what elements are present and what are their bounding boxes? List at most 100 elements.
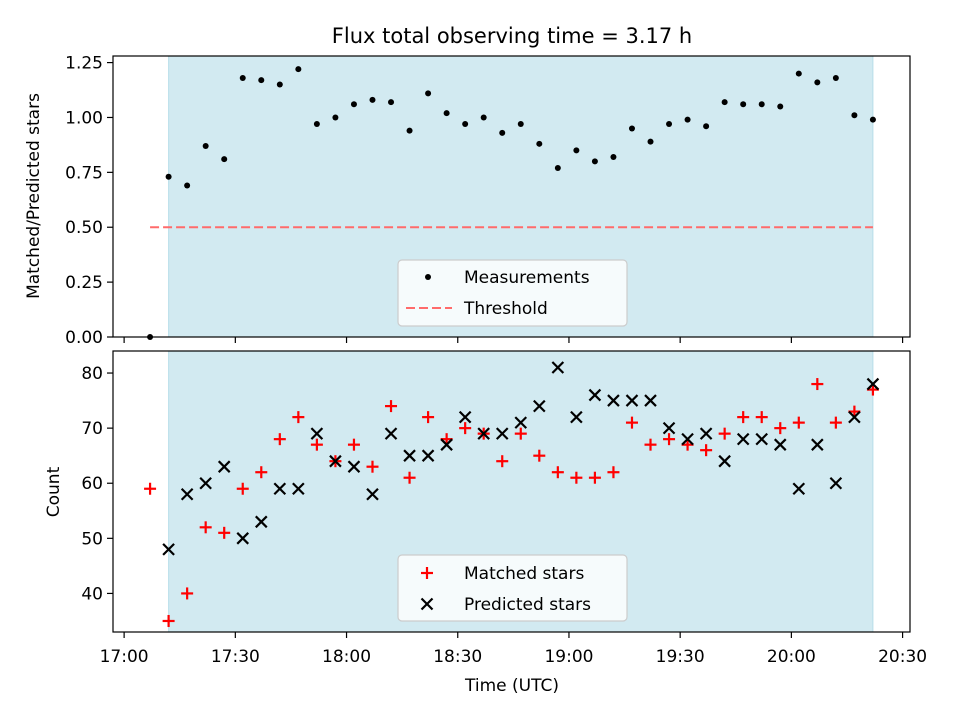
predicted-star-point bbox=[718, 454, 731, 468]
matched-star-point bbox=[459, 422, 472, 435]
x-tick-label: 17:00 bbox=[100, 647, 149, 667]
y-tick-label: 70 bbox=[81, 419, 103, 439]
legend-label: Measurements bbox=[464, 268, 590, 288]
matched-star-point bbox=[829, 416, 842, 429]
matched-star-point bbox=[792, 416, 805, 429]
predicted-star-point bbox=[533, 399, 546, 413]
matched-star-point bbox=[700, 444, 713, 457]
matched-star-point bbox=[588, 471, 601, 484]
y-tick-label: 60 bbox=[81, 474, 103, 494]
matched-star-point bbox=[218, 526, 231, 539]
matched-star-point bbox=[403, 471, 416, 484]
x-tick-label: 17:30 bbox=[211, 647, 260, 667]
predicted-star-point bbox=[699, 427, 713, 440]
x-tick-label: 18:00 bbox=[322, 647, 371, 667]
measurement-point bbox=[425, 90, 432, 97]
y-tick-label: 1.25 bbox=[65, 54, 103, 74]
y-tick-label: 40 bbox=[81, 584, 103, 604]
predicted-star-point bbox=[384, 427, 398, 440]
axes-frame bbox=[112, 55, 911, 338]
y-tick-label: 1.00 bbox=[65, 108, 103, 128]
measurement-point bbox=[295, 66, 302, 73]
predicted-star-point bbox=[217, 460, 231, 473]
matched-star-point bbox=[755, 411, 768, 424]
matched-star-point bbox=[625, 416, 638, 429]
predicted-star-point bbox=[848, 410, 861, 424]
measurement-point bbox=[313, 121, 320, 128]
matched-star-point bbox=[533, 449, 546, 462]
bottom-panel: 40 50 60 70 80 17:00 17:30 18:00 18:30 19:00 19:30… bbox=[44, 350, 927, 696]
measurement-point bbox=[740, 101, 747, 108]
predicted-star-point bbox=[273, 482, 287, 496]
matched-star-point bbox=[292, 411, 305, 424]
measurement-point bbox=[647, 138, 654, 145]
measurement-point bbox=[610, 153, 617, 160]
predicted-star-point bbox=[421, 449, 435, 462]
measurement-point bbox=[684, 116, 691, 123]
matched-star-point bbox=[644, 438, 657, 451]
measurement-point bbox=[851, 112, 858, 119]
legend-label: Matched stars bbox=[464, 564, 584, 584]
measurement-point bbox=[480, 114, 487, 121]
predicted-star-point bbox=[570, 410, 583, 424]
measurement-point bbox=[517, 121, 524, 128]
y-tick-label: 50 bbox=[81, 529, 103, 549]
predicted-star-point bbox=[792, 482, 806, 496]
matched-star-point bbox=[570, 471, 583, 484]
matched-star-point bbox=[496, 455, 509, 468]
predicted-star-point bbox=[588, 388, 602, 402]
measurement-point bbox=[350, 101, 357, 108]
predicted-star-point bbox=[162, 543, 175, 556]
legend-label: Predicted stars bbox=[464, 595, 591, 615]
measurement-point bbox=[332, 114, 339, 121]
measurement-point bbox=[499, 129, 506, 136]
y-tick-label: 0.00 bbox=[65, 328, 103, 348]
y-tick-label: 0.25 bbox=[65, 273, 103, 293]
predicted-star-point bbox=[236, 532, 250, 545]
predicted-star-point bbox=[180, 487, 194, 501]
measurement-point bbox=[536, 140, 543, 147]
measurement-point bbox=[443, 110, 450, 117]
x-axis-label: Time (UTC) bbox=[464, 676, 559, 696]
top-legend: Measurements Threshold bbox=[397, 259, 628, 327]
measurement-point bbox=[388, 99, 395, 106]
predicted-star-point bbox=[329, 454, 342, 468]
measurement-point bbox=[721, 99, 728, 106]
predicted-star-point bbox=[310, 427, 324, 440]
measurement-point bbox=[406, 127, 413, 134]
matched-star-point bbox=[310, 438, 323, 451]
legend-plus-marker bbox=[421, 567, 433, 579]
measurement-point bbox=[777, 103, 784, 110]
measurement-point bbox=[369, 96, 376, 103]
legend-label: Threshold bbox=[463, 299, 548, 319]
predicted-star-point bbox=[292, 482, 305, 496]
predicted-star-point bbox=[440, 438, 453, 451]
predicted-star-point bbox=[866, 377, 880, 391]
legend-dot-marker bbox=[425, 274, 431, 280]
predicted-star-point bbox=[681, 432, 694, 446]
predicted-star-point bbox=[644, 394, 657, 407]
legend-frame bbox=[397, 554, 628, 622]
top-panel: Flux total observing time = 3.17 h 0.00 0… bbox=[24, 24, 911, 348]
matched-star-point bbox=[199, 521, 212, 534]
measurement-point bbox=[221, 156, 228, 163]
measurement-point bbox=[832, 74, 839, 81]
x-tick-label: 19:00 bbox=[544, 647, 593, 667]
matched-star-point bbox=[774, 422, 787, 435]
measurement-point bbox=[184, 182, 191, 189]
x-tick-label: 20:30 bbox=[878, 647, 927, 667]
predicted-star-point bbox=[403, 449, 416, 462]
measurement-point bbox=[573, 147, 580, 154]
axes-frame bbox=[112, 350, 911, 633]
matched-star-point bbox=[551, 466, 564, 479]
matched-star-point bbox=[385, 400, 398, 413]
x-tick-label: 18:30 bbox=[433, 647, 482, 667]
matched-star-point bbox=[514, 427, 527, 440]
measurement-point bbox=[666, 121, 673, 128]
chart-title: Flux total observing time = 3.17 h bbox=[332, 24, 692, 48]
x-tick-label: 19:30 bbox=[656, 647, 705, 667]
bottom-legend: Matched stars Predicted stars bbox=[397, 554, 628, 622]
measurement-point bbox=[703, 123, 710, 130]
measurement-point bbox=[869, 116, 876, 123]
